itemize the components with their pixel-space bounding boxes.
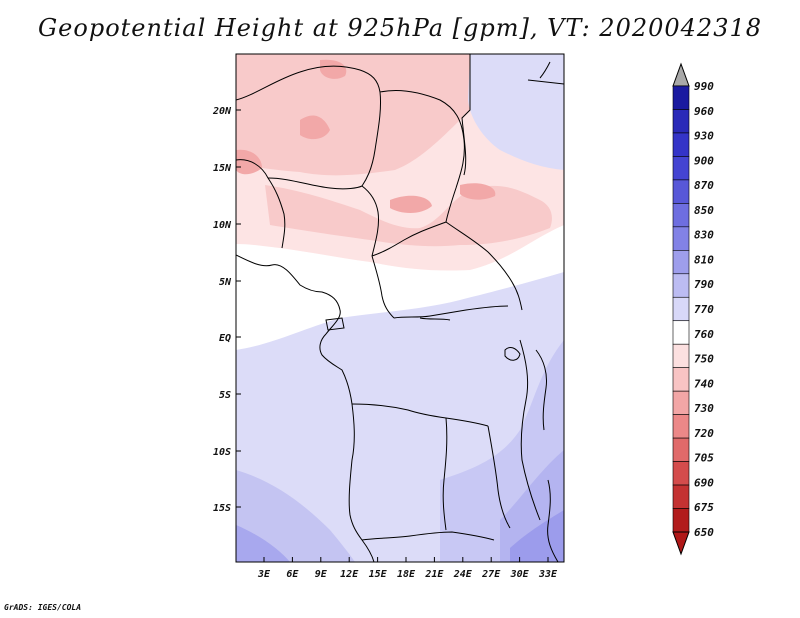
lon-label: 12E <box>340 569 359 580</box>
colorbar-swatch <box>672 367 690 392</box>
colorbar-label: 810 <box>694 253 714 266</box>
colorbar-swatch <box>672 484 690 509</box>
colorbar-swatch <box>672 132 690 157</box>
colorbar-swatch <box>672 250 690 275</box>
colorbar-swatch <box>672 343 690 368</box>
colorbar-swatch <box>672 85 690 110</box>
latitude-labels: 20N 15N 10N 5N EQ 5S 10S 15S <box>212 106 241 514</box>
colorbar-label: 730 <box>694 402 714 415</box>
colorbar-label: 705 <box>694 452 714 465</box>
lat-label: 15N <box>213 163 232 174</box>
map-title: Geopotential Height at 925hPa [gpm], VT:… <box>38 14 762 42</box>
colorbar-label: 930 <box>694 130 714 143</box>
colorbar-bottom-arrow <box>672 531 690 556</box>
lat-label: 10S <box>213 447 231 458</box>
colorbar-swatch <box>672 414 690 439</box>
contour-fill <box>236 54 564 562</box>
colorbar-swatch <box>672 461 690 486</box>
colorbar-swatch <box>672 109 690 134</box>
lon-label: 9E <box>315 569 328 580</box>
lon-label: 30E <box>510 569 530 580</box>
colorbar-label: 870 <box>694 179 714 192</box>
lon-label: 27E <box>481 569 501 580</box>
colorbar-swatch <box>672 273 690 298</box>
colorbar-label: 990 <box>694 80 714 93</box>
colorbar-swatch <box>672 203 690 228</box>
lon-label: 24E <box>453 569 473 580</box>
longitude-labels: 3E 6E 9E 12E 15E 18E 21E 24E 27E 30E 33E <box>257 557 558 580</box>
lat-label: 10N <box>213 220 232 231</box>
lat-label: 5S <box>219 390 231 401</box>
lon-label: 3E <box>257 569 271 580</box>
colorbar-label: 720 <box>694 427 714 440</box>
country-boundaries <box>236 54 564 562</box>
lon-label: 33E <box>538 569 558 580</box>
lat-label: 5N <box>219 277 232 288</box>
colorbar-label: 740 <box>694 377 714 390</box>
lat-label: 20N <box>212 106 232 117</box>
colorbar-swatch <box>672 296 690 322</box>
colorbar-top-arrow <box>672 62 690 87</box>
colorbar-label: 900 <box>694 154 714 167</box>
lon-label: 18E <box>397 569 416 580</box>
colorbar-label: 960 <box>694 105 714 118</box>
colorbar-label: 770 <box>694 303 714 316</box>
colorbar-swatch <box>672 508 690 533</box>
colorbar-swatch <box>672 437 690 462</box>
lat-label: EQ <box>219 333 231 344</box>
map-frame <box>235 53 565 563</box>
lon-label: 15E <box>369 569 388 580</box>
colorbar-swatch <box>672 226 690 251</box>
colorbar-label: 760 <box>694 328 714 341</box>
colorbar-label: 690 <box>694 476 714 489</box>
colorbar-label: 750 <box>694 353 714 366</box>
colorbar: 990 960 930 900 870 850 830 810 790 770 760 750 740 7… <box>672 62 714 556</box>
colorbar-label: 675 <box>694 501 714 514</box>
colorbar-swatch <box>672 320 690 345</box>
colorbar-swatch <box>672 156 690 181</box>
colorbar-label: 850 <box>694 204 714 217</box>
colorbar-swatch <box>672 390 690 415</box>
colorbar-swatch <box>672 179 690 204</box>
lon-label: 21E <box>424 569 444 580</box>
colorbar-label: 650 <box>694 526 714 539</box>
lat-label: 15S <box>213 503 231 514</box>
colorbar-label: 790 <box>694 278 714 291</box>
colorbar-label: 830 <box>694 229 714 242</box>
grads-credit: GrADS: IGES/COLA <box>4 603 82 612</box>
lon-label: 6E <box>286 569 299 580</box>
